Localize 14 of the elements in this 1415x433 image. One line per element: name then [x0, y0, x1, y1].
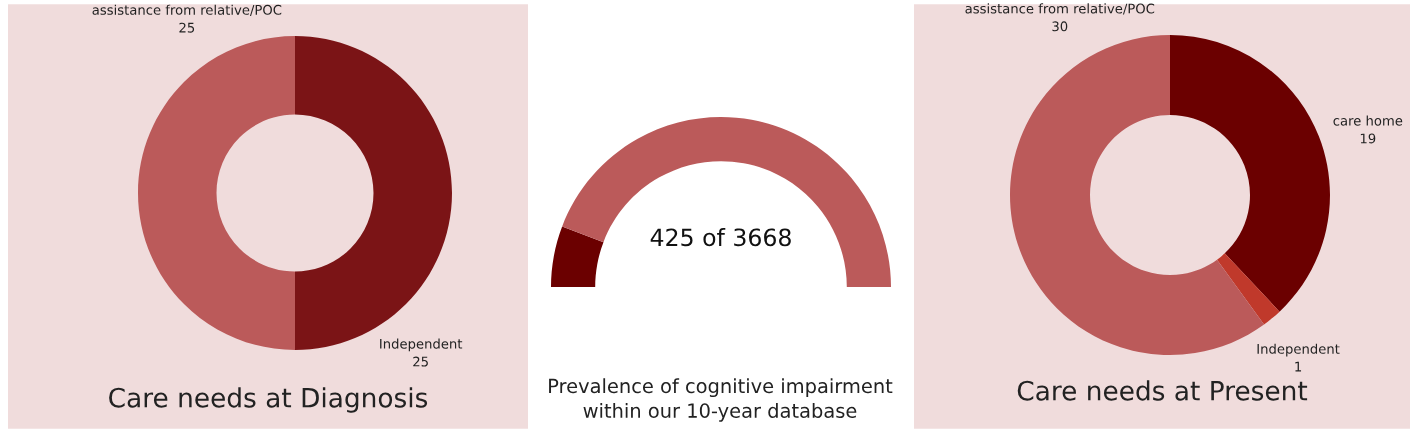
text: Care needs at Present: [1017, 380, 1308, 401]
data-label: 30: [1052, 21, 1068, 32]
slice-label: Independent: [1257, 343, 1340, 357]
data-label: 19: [1360, 133, 1376, 144]
text: Care needs at Diagnosis: [109, 387, 428, 413]
slice-label: care home: [1333, 115, 1403, 126]
slice-label: assistance from relative/POC: [965, 3, 1155, 15]
data-label: 1: [1295, 361, 1302, 372]
slice-label: Independent: [380, 338, 463, 352]
data-label: 25: [179, 22, 195, 33]
text: 425 of 3668: [650, 227, 791, 247]
slice-label: assistance from relative/POC: [92, 4, 282, 16]
text: Prevalence of cognitive impairment within our 10-year database: [549, 378, 893, 422]
data-label: 25: [413, 356, 428, 367]
